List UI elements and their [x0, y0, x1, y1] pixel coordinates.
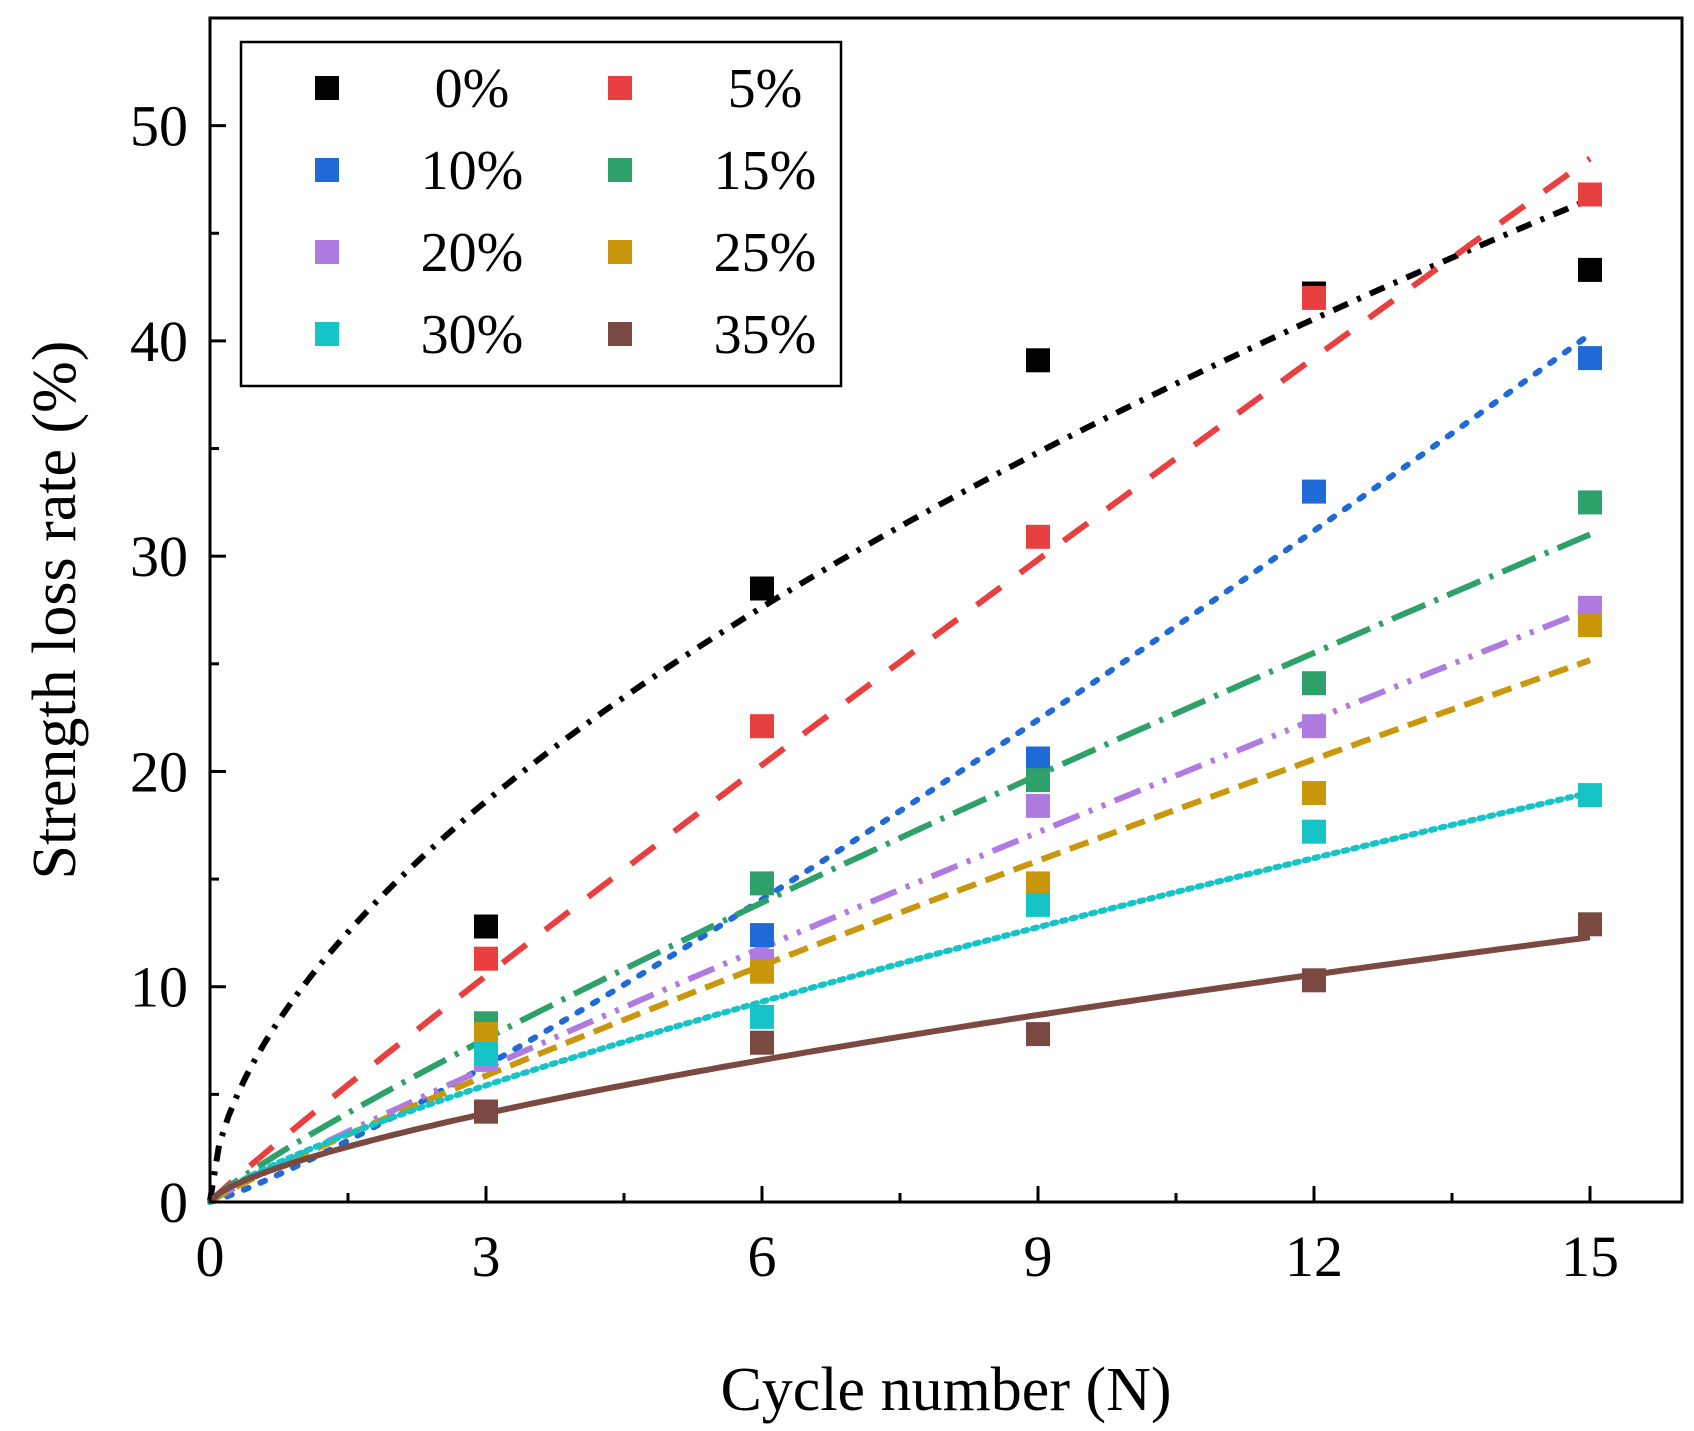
x-tick-label: 12	[1285, 1224, 1343, 1289]
point-30pct-n12	[1302, 819, 1326, 844]
x-tick-label: 3	[472, 1224, 501, 1289]
point-5pct-n15	[1578, 182, 1602, 207]
point-10pct-n6	[750, 923, 774, 948]
point-30pct-n9	[1026, 892, 1050, 917]
fit-line-20pct	[208, 606, 1592, 1205]
legend-label-35pct: 35%	[714, 304, 817, 366]
legend-marker-20pct	[315, 240, 339, 264]
legend-box	[239, 40, 843, 388]
legend: 0% 5% 10% 15% 20% 25% 30% 35%	[239, 40, 843, 388]
y-tick-label: 40	[130, 309, 188, 374]
x-tick-label: 9	[1024, 1224, 1053, 1289]
x-tick-label: 15	[1561, 1224, 1619, 1289]
point-5pct-n3	[474, 946, 498, 971]
fit-line-35pct	[207, 934, 1591, 1205]
y-axis: 0 10 20 30 40 50	[130, 94, 226, 1235]
point-15pct-n9	[1026, 768, 1050, 793]
fit-line-5pct	[207, 156, 1592, 1205]
y-tick-label: 10	[130, 955, 188, 1020]
legend-marker-15pct	[608, 158, 632, 182]
legend-label-0pct: 0%	[435, 58, 510, 120]
legend-label-25pct: 25%	[714, 222, 817, 284]
legend-marker-10pct	[315, 158, 339, 182]
point-30pct-n15	[1578, 783, 1602, 808]
y-tick-label: 50	[130, 94, 188, 159]
x-axis-title: Cycle number (N)	[720, 1356, 1171, 1424]
point-5pct-n12	[1302, 285, 1326, 310]
point-20pct-n9	[1026, 793, 1050, 818]
point-10pct-n12	[1302, 479, 1326, 504]
point-0pct-n9	[1026, 348, 1050, 373]
point-25pct-n12	[1302, 781, 1326, 805]
data-points	[474, 182, 1602, 1124]
y-tick-label: 30	[130, 524, 188, 589]
y-tick-label: 0	[159, 1170, 188, 1235]
legend-label-30pct: 30%	[421, 304, 524, 366]
point-5pct-n9	[1026, 524, 1050, 549]
fit-lines	[207, 156, 1593, 1205]
legend-label-20pct: 20%	[421, 222, 524, 284]
point-25pct-n6	[750, 959, 774, 984]
point-35pct-n6	[750, 1030, 774, 1055]
point-25pct-n15	[1578, 613, 1602, 638]
point-30pct-n3	[474, 1041, 498, 1066]
fit-line-30pct	[207, 789, 1593, 1205]
point-10pct-n9	[1026, 746, 1050, 771]
point-35pct-n9	[1026, 1022, 1050, 1047]
point-5pct-n6	[750, 714, 774, 739]
fit-line-0pct	[207, 196, 1592, 1202]
legend-label-15pct: 15%	[714, 140, 817, 202]
point-15pct-n6	[750, 871, 774, 896]
fit-line-15pct	[207, 531, 1592, 1205]
legend-label-5pct: 5%	[728, 58, 803, 120]
point-15pct-n15	[1578, 490, 1602, 515]
fit-line-10pct	[207, 331, 1593, 1205]
y-axis-title: Strength loss rate (%)	[21, 341, 89, 880]
legend-marker-25pct	[608, 240, 632, 264]
legend-marker-5pct	[608, 76, 632, 100]
point-0pct-n15	[1578, 257, 1602, 282]
point-35pct-n3	[474, 1099, 498, 1124]
point-30pct-n6	[750, 1004, 774, 1029]
legend-marker-0pct	[315, 76, 339, 100]
plot-frame	[208, 16, 1684, 1204]
legend-marker-35pct	[608, 322, 632, 346]
point-10pct-n15	[1578, 346, 1602, 371]
point-0pct-n6	[750, 576, 774, 601]
point-0pct-n3	[474, 914, 498, 939]
legend-label-10pct: 10%	[421, 140, 524, 202]
x-tick-label: 0	[196, 1224, 225, 1289]
x-tick-label: 6	[748, 1224, 777, 1289]
point-15pct-n12	[1302, 671, 1326, 696]
point-25pct-n9	[1026, 871, 1050, 896]
point-35pct-n12	[1302, 968, 1326, 993]
x-axis: 0 3 6 9 12 15	[196, 1186, 1619, 1289]
point-35pct-n15	[1578, 912, 1602, 937]
point-20pct-n12	[1302, 714, 1326, 739]
fit-line-25pct	[208, 657, 1592, 1205]
legend-marker-30pct	[315, 322, 339, 346]
y-tick-label: 20	[130, 739, 188, 804]
